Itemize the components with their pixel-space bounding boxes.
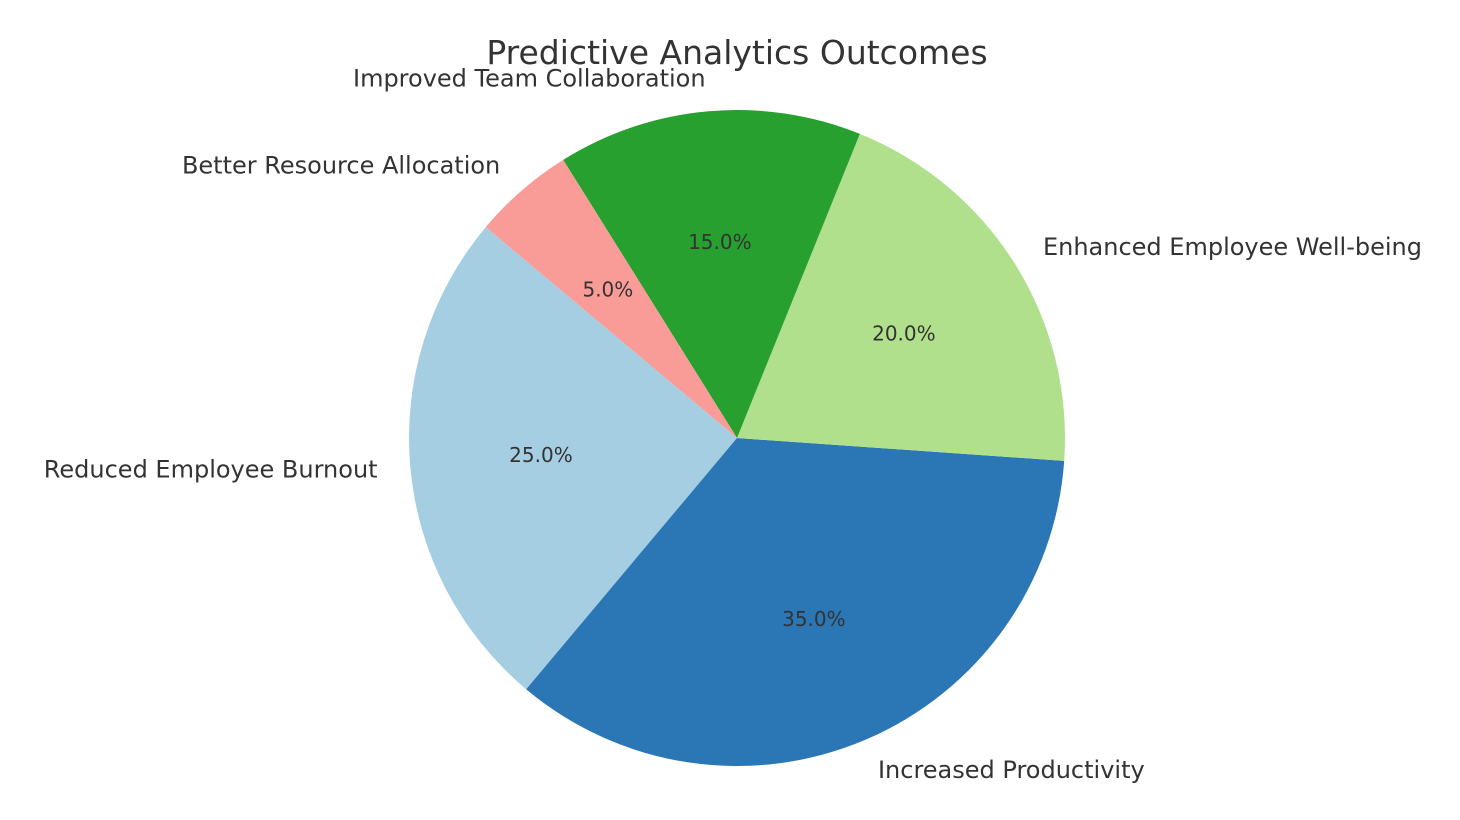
category-label: Improved Team Collaboration <box>353 65 706 93</box>
pie-slices <box>409 109 1066 766</box>
percent-labels: 25.0% 35.0% 20.0% 15.0% 5.0% <box>509 230 935 631</box>
pie-slice-enhanced-employee-well-being <box>737 133 1066 461</box>
percent-label: 35.0% <box>782 607 846 631</box>
percent-label: 25.0% <box>509 443 573 467</box>
pie-slice-better-resource-allocation <box>485 159 737 439</box>
percent-label: 20.0% <box>872 322 936 346</box>
percent-label: 5.0% <box>582 277 633 301</box>
category-label: Increased Productivity <box>878 756 1145 784</box>
category-label: Better Resource Allocation <box>182 152 500 180</box>
category-label: Enhanced Employee Well-being <box>1043 233 1422 261</box>
percent-label: 15.0% <box>688 230 752 254</box>
pie-slice-improved-team-collaboration <box>563 109 860 438</box>
pie-slice-increased-productivity <box>526 438 1065 766</box>
pie-slice-reduced-employee-burnout <box>409 227 737 690</box>
chart-title: Predictive Analytics Outcomes <box>486 33 987 72</box>
category-labels: Reduced Employee Burnout Increased Produc… <box>44 65 1422 785</box>
category-label: Reduced Employee Burnout <box>44 455 378 483</box>
